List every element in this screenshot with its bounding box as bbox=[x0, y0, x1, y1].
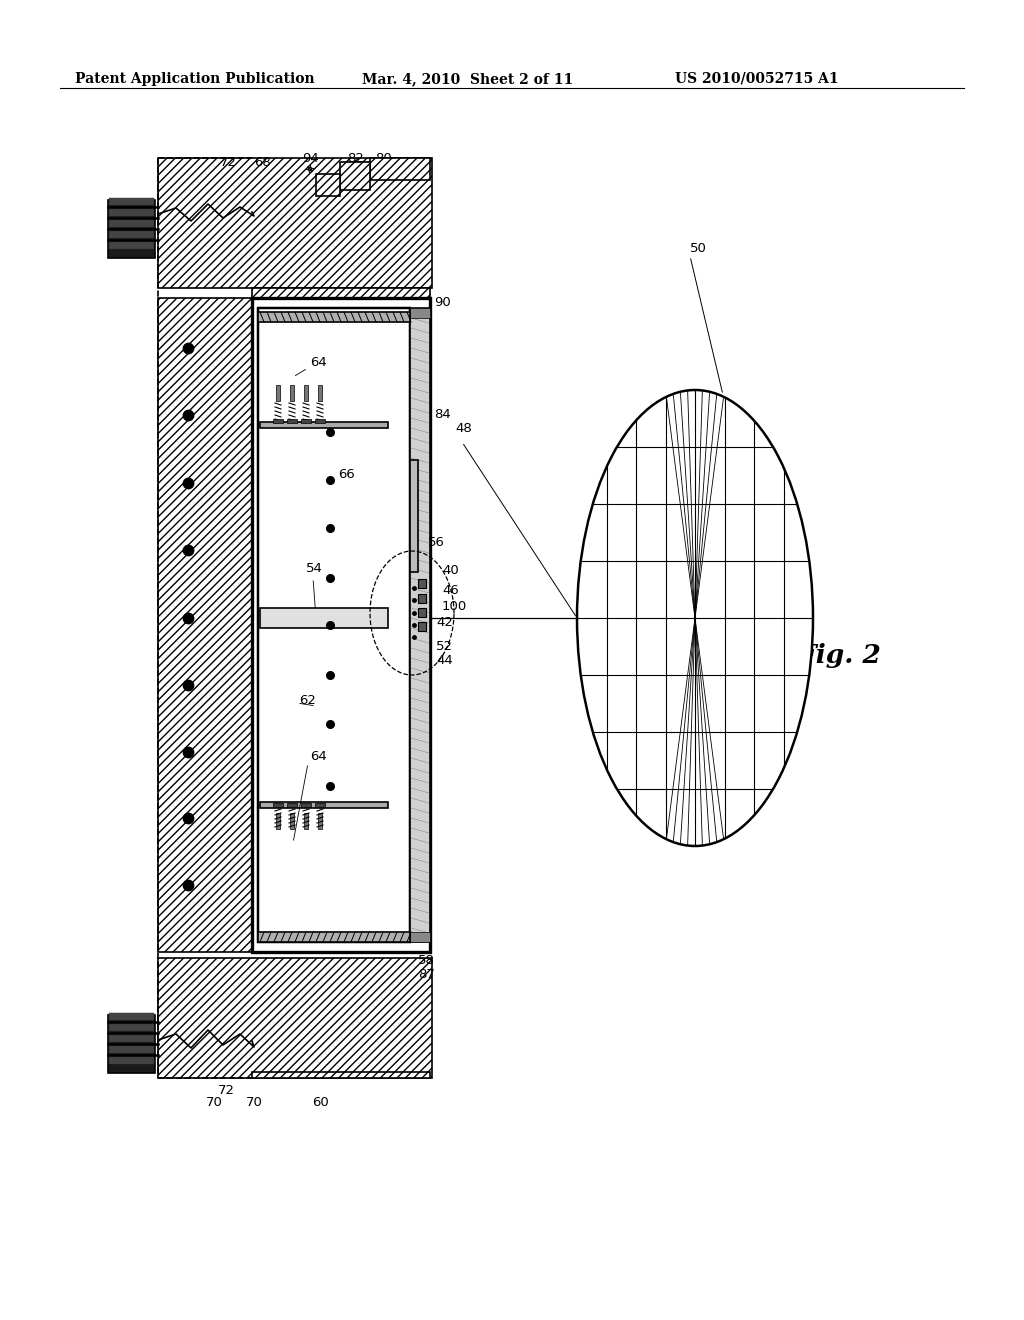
Text: 72: 72 bbox=[220, 157, 237, 169]
Bar bbox=[410, 308, 430, 942]
Bar bbox=[252, 1072, 430, 1078]
Text: 64: 64 bbox=[310, 355, 327, 368]
Text: 87: 87 bbox=[418, 969, 435, 982]
Text: 50: 50 bbox=[690, 242, 707, 255]
Text: 90: 90 bbox=[434, 296, 451, 309]
Text: 70: 70 bbox=[246, 1096, 263, 1109]
Bar bbox=[260, 422, 388, 428]
Bar bbox=[418, 609, 426, 616]
Bar bbox=[418, 622, 426, 631]
Bar bbox=[290, 813, 294, 829]
Bar bbox=[418, 579, 426, 587]
Bar bbox=[158, 158, 432, 288]
Bar bbox=[287, 803, 297, 807]
Bar bbox=[410, 308, 430, 318]
Bar bbox=[260, 609, 388, 628]
Text: 84: 84 bbox=[434, 408, 451, 421]
Text: 52: 52 bbox=[436, 639, 453, 652]
Text: 54: 54 bbox=[306, 561, 323, 574]
Bar bbox=[109, 1035, 154, 1041]
Bar bbox=[260, 803, 388, 808]
Bar bbox=[304, 813, 308, 829]
Text: 62: 62 bbox=[299, 693, 315, 706]
Text: 58: 58 bbox=[418, 953, 435, 966]
Bar bbox=[287, 418, 297, 422]
Bar bbox=[316, 174, 340, 195]
Bar bbox=[301, 418, 311, 422]
Bar bbox=[315, 418, 325, 422]
Bar bbox=[370, 158, 430, 180]
Bar bbox=[258, 308, 410, 942]
Text: 44: 44 bbox=[436, 655, 453, 668]
Bar bbox=[109, 1012, 154, 1020]
Text: 66: 66 bbox=[338, 469, 354, 482]
Bar bbox=[109, 1024, 154, 1031]
Bar bbox=[276, 813, 280, 829]
Text: 42: 42 bbox=[436, 615, 453, 628]
Bar bbox=[410, 932, 430, 942]
Bar bbox=[340, 162, 370, 190]
Bar bbox=[109, 242, 154, 249]
Bar bbox=[109, 198, 154, 205]
Text: 70: 70 bbox=[206, 1096, 223, 1109]
Bar bbox=[109, 220, 154, 227]
Text: 80: 80 bbox=[375, 152, 392, 165]
Bar bbox=[418, 594, 426, 603]
Text: 40: 40 bbox=[442, 565, 459, 578]
Text: Fig. 2: Fig. 2 bbox=[798, 643, 882, 668]
Text: 82: 82 bbox=[347, 152, 364, 165]
Bar bbox=[258, 312, 410, 322]
Text: 94: 94 bbox=[302, 152, 318, 165]
Bar bbox=[108, 1015, 155, 1073]
Text: 46: 46 bbox=[442, 583, 459, 597]
Text: 48: 48 bbox=[455, 421, 472, 434]
Bar bbox=[301, 803, 311, 807]
Bar bbox=[252, 288, 430, 298]
Bar bbox=[276, 385, 280, 401]
Bar bbox=[158, 958, 432, 1078]
Bar bbox=[273, 803, 283, 807]
Text: US 2010/0052715 A1: US 2010/0052715 A1 bbox=[675, 73, 839, 86]
Bar bbox=[109, 209, 154, 216]
Text: 68: 68 bbox=[254, 156, 270, 169]
Text: 100: 100 bbox=[442, 599, 467, 612]
Bar bbox=[304, 385, 308, 401]
Ellipse shape bbox=[577, 389, 813, 846]
Text: 60: 60 bbox=[312, 1096, 329, 1109]
Bar bbox=[158, 298, 252, 952]
Bar bbox=[252, 298, 430, 952]
Bar bbox=[318, 385, 322, 401]
Bar bbox=[315, 803, 325, 807]
Bar bbox=[258, 932, 410, 942]
Text: 64: 64 bbox=[310, 750, 327, 763]
Text: 72: 72 bbox=[218, 1084, 234, 1097]
Text: 56: 56 bbox=[428, 536, 444, 549]
Text: Mar. 4, 2010  Sheet 2 of 11: Mar. 4, 2010 Sheet 2 of 11 bbox=[362, 73, 573, 86]
Bar bbox=[108, 201, 155, 257]
Bar bbox=[109, 231, 154, 238]
Bar bbox=[318, 813, 322, 829]
Bar bbox=[290, 385, 294, 401]
Bar bbox=[273, 418, 283, 422]
Bar bbox=[109, 1057, 154, 1064]
Text: Patent Application Publication: Patent Application Publication bbox=[75, 73, 314, 86]
Bar bbox=[109, 1045, 154, 1053]
Bar bbox=[410, 459, 418, 572]
